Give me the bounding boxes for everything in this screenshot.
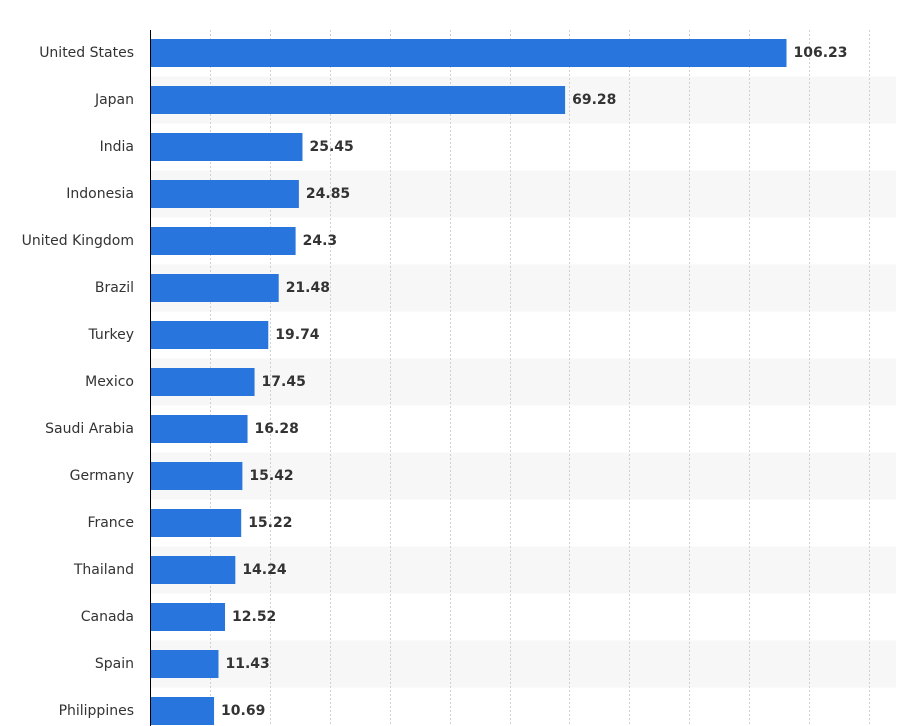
value-label: 69.28 bbox=[572, 92, 616, 108]
bar[interactable] bbox=[150, 650, 219, 678]
row-band bbox=[150, 452, 896, 500]
bar[interactable] bbox=[150, 227, 296, 255]
value-label: 24.3 bbox=[303, 233, 338, 249]
category-label: Germany bbox=[70, 468, 134, 484]
category-label: Indonesia bbox=[66, 186, 134, 202]
bar[interactable] bbox=[150, 697, 215, 725]
category-label: Turkey bbox=[87, 327, 134, 343]
category-label: United Kingdom bbox=[22, 233, 134, 249]
value-label: 17.45 bbox=[262, 374, 306, 390]
bar[interactable] bbox=[150, 39, 787, 67]
row-band bbox=[150, 546, 896, 594]
value-label: 24.85 bbox=[306, 186, 350, 202]
bar[interactable] bbox=[150, 180, 299, 208]
value-label: 16.28 bbox=[255, 421, 299, 437]
bar[interactable] bbox=[150, 415, 248, 443]
bar[interactable] bbox=[150, 603, 226, 631]
bars bbox=[150, 39, 787, 725]
category-label: Philippines bbox=[59, 703, 134, 719]
category-label: Thailand bbox=[73, 562, 134, 578]
bar[interactable] bbox=[150, 274, 279, 302]
category-label: Mexico bbox=[85, 374, 134, 390]
value-label: 10.69 bbox=[221, 703, 265, 719]
value-label: 11.43 bbox=[225, 656, 269, 672]
category-label: United States bbox=[39, 45, 134, 61]
value-label: 106.23 bbox=[794, 45, 848, 61]
category-label: Saudi Arabia bbox=[45, 421, 134, 437]
category-label: Japan bbox=[94, 92, 134, 108]
bar[interactable] bbox=[150, 368, 255, 396]
row-band bbox=[150, 640, 896, 688]
row-band bbox=[150, 358, 896, 406]
bar[interactable] bbox=[150, 509, 242, 537]
value-label: 12.52 bbox=[232, 609, 276, 625]
category-label: Canada bbox=[81, 609, 134, 625]
value-label: 25.45 bbox=[309, 139, 353, 155]
value-label: 21.48 bbox=[286, 280, 330, 296]
category-label: France bbox=[87, 515, 134, 531]
bar[interactable] bbox=[150, 133, 303, 161]
value-label: 14.24 bbox=[242, 562, 287, 578]
category-label: Brazil bbox=[95, 280, 134, 296]
bar[interactable] bbox=[150, 86, 566, 114]
bar[interactable] bbox=[150, 321, 269, 349]
category-label: India bbox=[100, 139, 134, 155]
value-label: 19.74 bbox=[275, 327, 320, 343]
value-label: 15.42 bbox=[249, 468, 293, 484]
category-labels: United States Japan India Indonesia United K… bbox=[22, 45, 134, 719]
value-label: 15.22 bbox=[248, 515, 292, 531]
row-bands bbox=[150, 76, 896, 688]
category-label: Spain bbox=[95, 656, 134, 672]
bar[interactable] bbox=[150, 556, 236, 584]
value-labels: 106.23 69.28 25.45 24.85 24.3 21.48 19.74 17.45… bbox=[221, 45, 847, 719]
bar[interactable] bbox=[150, 462, 243, 490]
